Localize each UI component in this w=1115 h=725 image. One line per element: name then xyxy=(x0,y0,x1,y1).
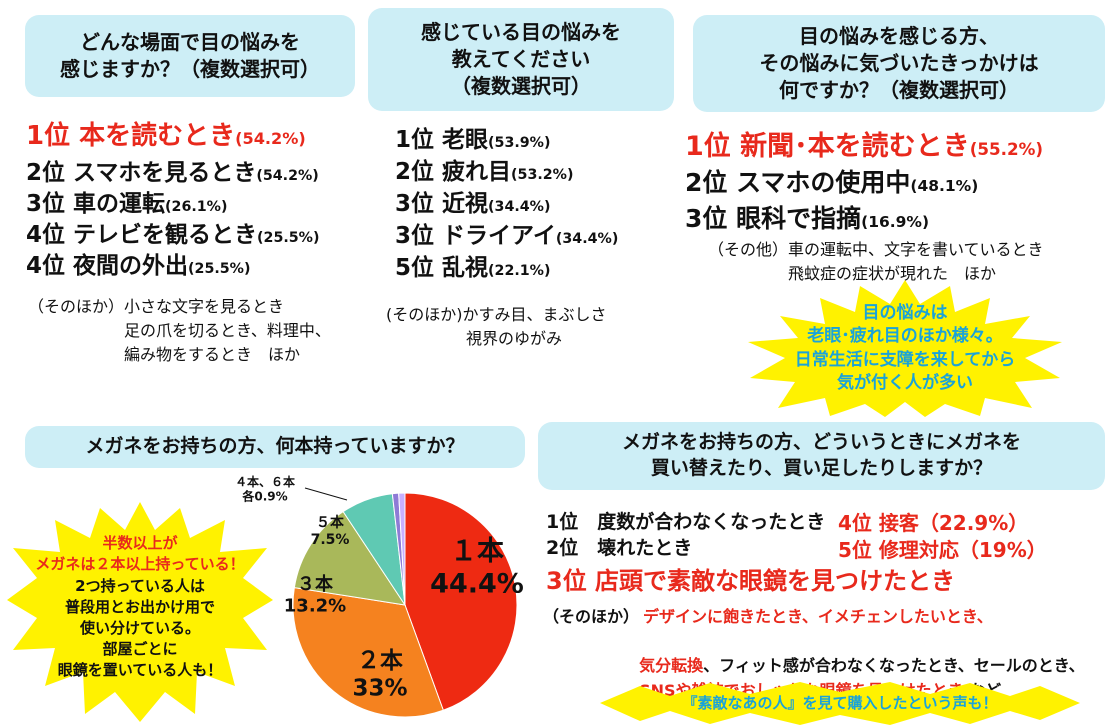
panel5-other-label: （そのほか） xyxy=(543,607,640,626)
panel2-rank1: 1位 老眼(53.9%) xyxy=(395,127,551,153)
panel4-callout-black: 2つ持っている人は 普段用とお出かけ用で 使い分けている。 部屋ごとに 眼鏡を置… xyxy=(57,577,223,679)
panel3-question: 目の悩みを感じる方、 その悩みに気づいたきっかけは 何ですか？（複数選択可） xyxy=(693,15,1105,112)
panel2-rank5: 5位 乱視(22.1%) xyxy=(395,255,551,281)
panel3-rank1: 1位 新聞･本を読むとき(55.2%) xyxy=(685,131,1044,162)
panel1-question: どんな場面で目の悩みを 感じますか？（複数選択可） xyxy=(25,15,355,97)
pie-label-5-hon: ５本 7.5% xyxy=(311,514,350,548)
panel2-question: 感じている目の悩みを 教えてください （複数選択可） xyxy=(368,8,674,111)
pie-slice-2-hon xyxy=(292,587,444,718)
panel1-rank3: 3位 車の運転(26.1%) xyxy=(26,191,228,217)
pie-slice-6-hon xyxy=(398,492,406,606)
pie-slice-1-hon xyxy=(404,492,518,711)
panel1-other: （そのほか）小さな文字を見るとき 足の爪を切るとき、料理中、 編み物をするとき … xyxy=(28,297,331,364)
pie-leader-line xyxy=(304,487,348,501)
panel5-rank4: 4位 接客（22.9%） xyxy=(838,511,1029,535)
panel4-callout-burst xyxy=(7,502,273,722)
panel5-other-line2: 気分転換、フィット感が合わなくなったとき、セールのとき、 xyxy=(639,656,1085,675)
panel2-other: (そのほか)かすみ目、まぶしさ 視界のゆがみ xyxy=(386,305,607,348)
panel5-rank5: 5位 修理対応（19%） xyxy=(838,538,1047,562)
panel4-callout-red: 半数以上が メガネは２本以上持っている！ xyxy=(35,534,245,573)
panel3-rank2: 2位 スマホの使用中(48.1%) xyxy=(685,168,979,197)
panel5-footer: 『素敵なあの人』を見て購入したという声も！ xyxy=(682,694,998,712)
panel4-question: メガネをお持ちの方、何本持っていますか？ xyxy=(25,426,525,468)
pie-chart: １本 44.4% ２本 33%３本 13.2% ５本 7.5% ４本、６本各0.9% xyxy=(235,474,524,718)
panel2-rank3b: 3位 ドライアイ(34.4%) xyxy=(395,223,619,249)
pie-label-1-hon: １本 44.4% xyxy=(430,536,524,599)
panel5-rank3: 3位 店頭で素敵な眼鏡を見つけたとき xyxy=(546,567,956,595)
panel3-callout-burst xyxy=(748,280,1062,417)
panel1-rank4b: 4位 夜間の外出(25.5%) xyxy=(26,253,251,279)
panel5-question: メガネをお持ちの方、どういうときにメガネを 買い替えたり、買い足したりしますか？ xyxy=(538,422,1105,490)
panel3-callout-text: 目の悩みは 老眼･疲れ目のほか様々。 日常生活に支障を来してから 気が付く人が多… xyxy=(794,303,1016,394)
panel3-other: （その他）車の運転中、文字を書いているとき 飛蚊症の症状が現れた ほか xyxy=(708,240,1044,283)
panel1-rank2: 2位 スマホを見るとき(54.2%) xyxy=(26,160,319,186)
panel5-rank2: 2位 壊れたとき xyxy=(546,537,693,559)
pie-label-2-hon: ２本 33% xyxy=(352,648,407,702)
pie-slice-3-hon xyxy=(293,510,407,606)
pie-label-3-hon: ３本 13.2% xyxy=(284,573,346,617)
pie-label-4-6-hon: ４本、６本各0.9% xyxy=(235,474,295,503)
panel5-footer-burst xyxy=(600,682,1080,725)
panel3-rank3: 3位 眼科で指摘(16.9%) xyxy=(685,204,930,233)
panel1-rank4a: 4位 テレビを観るとき(25.5%) xyxy=(26,222,320,248)
panel5-other-line1: デザインに飽きたとき、イメチェンしたいとき、 xyxy=(643,607,993,626)
panel1-rank1: 1位 本を読むとき(54.2%) xyxy=(26,121,306,151)
panel2-rank3a: 3位 近視(34.4%) xyxy=(395,191,551,217)
panel5-rank1: 1位 度数が合わなくなったとき xyxy=(546,511,826,533)
panel2-rank2: 2位 疲れ目(53.2%) xyxy=(395,159,574,185)
